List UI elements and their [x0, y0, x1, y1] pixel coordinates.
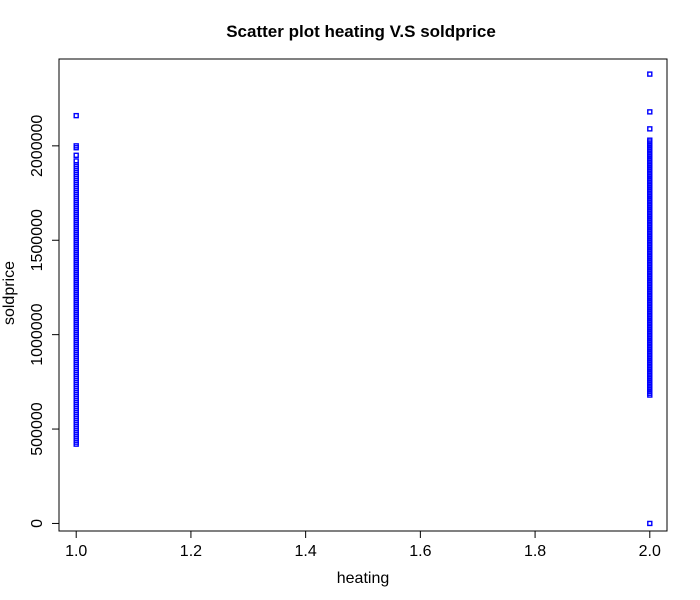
- x-tick-label: 1.6: [409, 543, 431, 560]
- scatter-point: [647, 71, 653, 77]
- y-axis-label: soldprice: [1, 261, 18, 325]
- y-tick-label: 1500000: [29, 209, 46, 271]
- scatter-point: [73, 112, 79, 119]
- scatter-point: [647, 109, 653, 115]
- x-tick-label: 1.4: [295, 543, 317, 560]
- x-axis-label: heating: [337, 570, 390, 587]
- scatter-point: [647, 137, 653, 143]
- scatter-point: [73, 152, 79, 158]
- y-tick-label: 0: [29, 519, 46, 528]
- y-tick-label: 500000: [29, 402, 46, 455]
- plot-box: [58, 58, 668, 532]
- x-tick-label: 1.8: [524, 543, 546, 560]
- y-tick-label: 2000000: [29, 115, 46, 177]
- scatter-point: [73, 158, 79, 164]
- scatter-point: [647, 126, 653, 132]
- scatter-point: [73, 143, 79, 149]
- x-axis: 1.0 1.2 1.4 1.6 1.8 2.0: [65, 530, 661, 560]
- scatter-points: [73, 71, 653, 527]
- scatter-point: [647, 520, 653, 527]
- x-tick-label: 2.0: [639, 543, 661, 560]
- x-tick-label: 1.0: [65, 543, 87, 560]
- x-tick-label: 1.2: [180, 543, 202, 560]
- chart-title: Scatter plot heating V.S soldprice: [226, 22, 496, 41]
- y-tick-label: 1000000: [29, 303, 46, 365]
- y-axis: 0 500000 1000000 1500000 2000000: [29, 115, 60, 528]
